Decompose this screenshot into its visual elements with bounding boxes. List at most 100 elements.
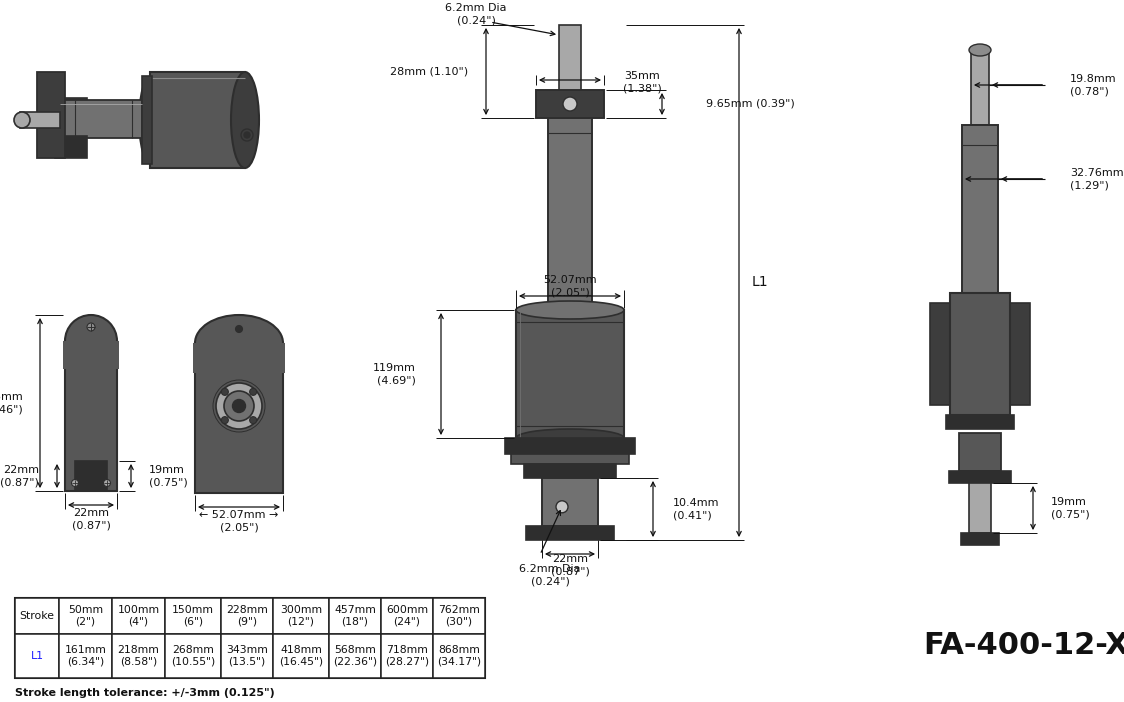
Text: 218mm
(8.58"): 218mm (8.58")	[118, 645, 160, 667]
Bar	[15, 634, 58, 678]
Text: 868mm
(34.17"): 868mm (34.17")	[437, 645, 481, 667]
Text: L1: L1	[30, 651, 44, 661]
Bar	[58, 598, 112, 634]
Bar	[1008, 303, 1030, 405]
Text: L1: L1	[752, 275, 769, 289]
Ellipse shape	[139, 77, 161, 163]
Text: 19mm
(0.75"): 19mm (0.75")	[1051, 497, 1090, 519]
Ellipse shape	[241, 129, 253, 141]
Text: 6.2mm Dia
(0.24"): 6.2mm Dia (0.24")	[445, 3, 507, 25]
Ellipse shape	[224, 391, 254, 421]
Text: 343mm
(13.5"): 343mm (13.5")	[226, 645, 268, 667]
Text: ← 52.07mm →
(2.05"): ← 52.07mm → (2.05")	[199, 510, 279, 532]
Bar	[969, 483, 991, 533]
Bar	[946, 415, 1014, 429]
Ellipse shape	[232, 72, 259, 168]
Text: 32.76mm
(1.29"): 32.76mm (1.29")	[1070, 168, 1124, 190]
Bar	[381, 634, 433, 678]
Bar	[149, 72, 245, 168]
Text: 6.2mm Dia
(0.24"): 6.2mm Dia (0.24")	[519, 564, 581, 586]
Bar	[15, 598, 58, 634]
Ellipse shape	[103, 479, 110, 486]
Bar	[559, 25, 581, 93]
Bar	[112, 634, 165, 678]
Ellipse shape	[194, 315, 283, 371]
Text: Stroke: Stroke	[19, 611, 54, 621]
Bar	[962, 125, 998, 293]
Bar	[971, 50, 989, 125]
Bar	[37, 72, 65, 158]
Text: 762mm
(30"): 762mm (30")	[438, 605, 480, 627]
Text: 19mm
(0.75"): 19mm (0.75")	[149, 465, 188, 487]
Text: 100mm
(4"): 100mm (4")	[117, 605, 160, 627]
Text: 10.4mm
(0.41"): 10.4mm (0.41")	[673, 498, 719, 520]
Ellipse shape	[556, 501, 568, 512]
Text: Stroke length tolerance: +/-3mm (0.125"): Stroke length tolerance: +/-3mm (0.125")	[15, 688, 274, 698]
Bar	[524, 464, 616, 478]
Bar	[55, 136, 87, 158]
Ellipse shape	[969, 44, 991, 56]
Bar	[930, 303, 952, 405]
Bar	[194, 343, 283, 493]
Ellipse shape	[250, 388, 256, 395]
Bar	[516, 310, 624, 438]
Bar	[165, 598, 221, 634]
Ellipse shape	[87, 323, 96, 331]
Bar	[329, 634, 381, 678]
Bar	[221, 634, 273, 678]
Text: 268mm
(10.55"): 268mm (10.55")	[171, 645, 215, 667]
Ellipse shape	[221, 388, 228, 395]
Text: 418mm
(16.45"): 418mm (16.45")	[279, 645, 323, 667]
Ellipse shape	[221, 417, 228, 423]
Ellipse shape	[216, 383, 262, 429]
Text: 35mm
(1.38"): 35mm (1.38")	[623, 71, 661, 93]
Bar	[165, 634, 221, 678]
Text: 87.8mm
(3.46"): 87.8mm (3.46")	[0, 392, 22, 414]
Bar	[193, 343, 285, 373]
Bar	[505, 438, 635, 454]
Ellipse shape	[72, 479, 79, 486]
Bar	[15, 598, 484, 678]
Text: FA-400-12-X-P: FA-400-12-X-P	[923, 630, 1124, 659]
Ellipse shape	[233, 399, 245, 413]
Bar	[273, 598, 329, 634]
Text: 9.65mm (0.39"): 9.65mm (0.39")	[706, 99, 795, 109]
Text: 19.8mm
(0.78"): 19.8mm (0.78")	[1070, 74, 1116, 96]
Bar	[536, 90, 604, 118]
Bar	[142, 76, 152, 164]
Bar	[221, 598, 273, 634]
Bar	[60, 100, 142, 138]
Bar	[526, 526, 614, 540]
Text: 600mm
(24"): 600mm (24")	[386, 605, 428, 627]
Bar	[950, 293, 1010, 415]
Ellipse shape	[236, 326, 243, 333]
Ellipse shape	[13, 112, 30, 128]
Text: 119mm
(4.69"): 119mm (4.69")	[373, 363, 416, 385]
Bar	[75, 461, 107, 491]
Bar	[433, 598, 484, 634]
Text: 718mm
(28.27"): 718mm (28.27")	[384, 645, 429, 667]
Ellipse shape	[244, 132, 250, 138]
Ellipse shape	[516, 301, 624, 319]
Text: 568mm
(22.36"): 568mm (22.36")	[333, 645, 377, 667]
Bar	[381, 598, 433, 634]
Text: 50mm
(2"): 50mm (2")	[67, 605, 103, 627]
Bar	[549, 118, 592, 310]
Bar	[542, 478, 598, 526]
Bar	[959, 433, 1001, 471]
Ellipse shape	[65, 315, 117, 367]
Bar	[961, 533, 999, 545]
Bar	[329, 598, 381, 634]
Bar	[949, 471, 1010, 483]
Ellipse shape	[516, 429, 624, 447]
Text: 52.07mm
(2.05"): 52.07mm (2.05")	[543, 274, 597, 297]
Bar	[112, 598, 165, 634]
Text: 161mm
(6.34"): 161mm (6.34")	[64, 645, 107, 667]
Text: 22mm
(0.87"): 22mm (0.87")	[72, 508, 110, 530]
Ellipse shape	[250, 417, 256, 423]
Ellipse shape	[563, 97, 577, 111]
Bar	[273, 634, 329, 678]
Bar	[65, 341, 117, 491]
Bar	[63, 341, 119, 369]
Text: 150mm
(6"): 150mm (6")	[172, 605, 214, 627]
